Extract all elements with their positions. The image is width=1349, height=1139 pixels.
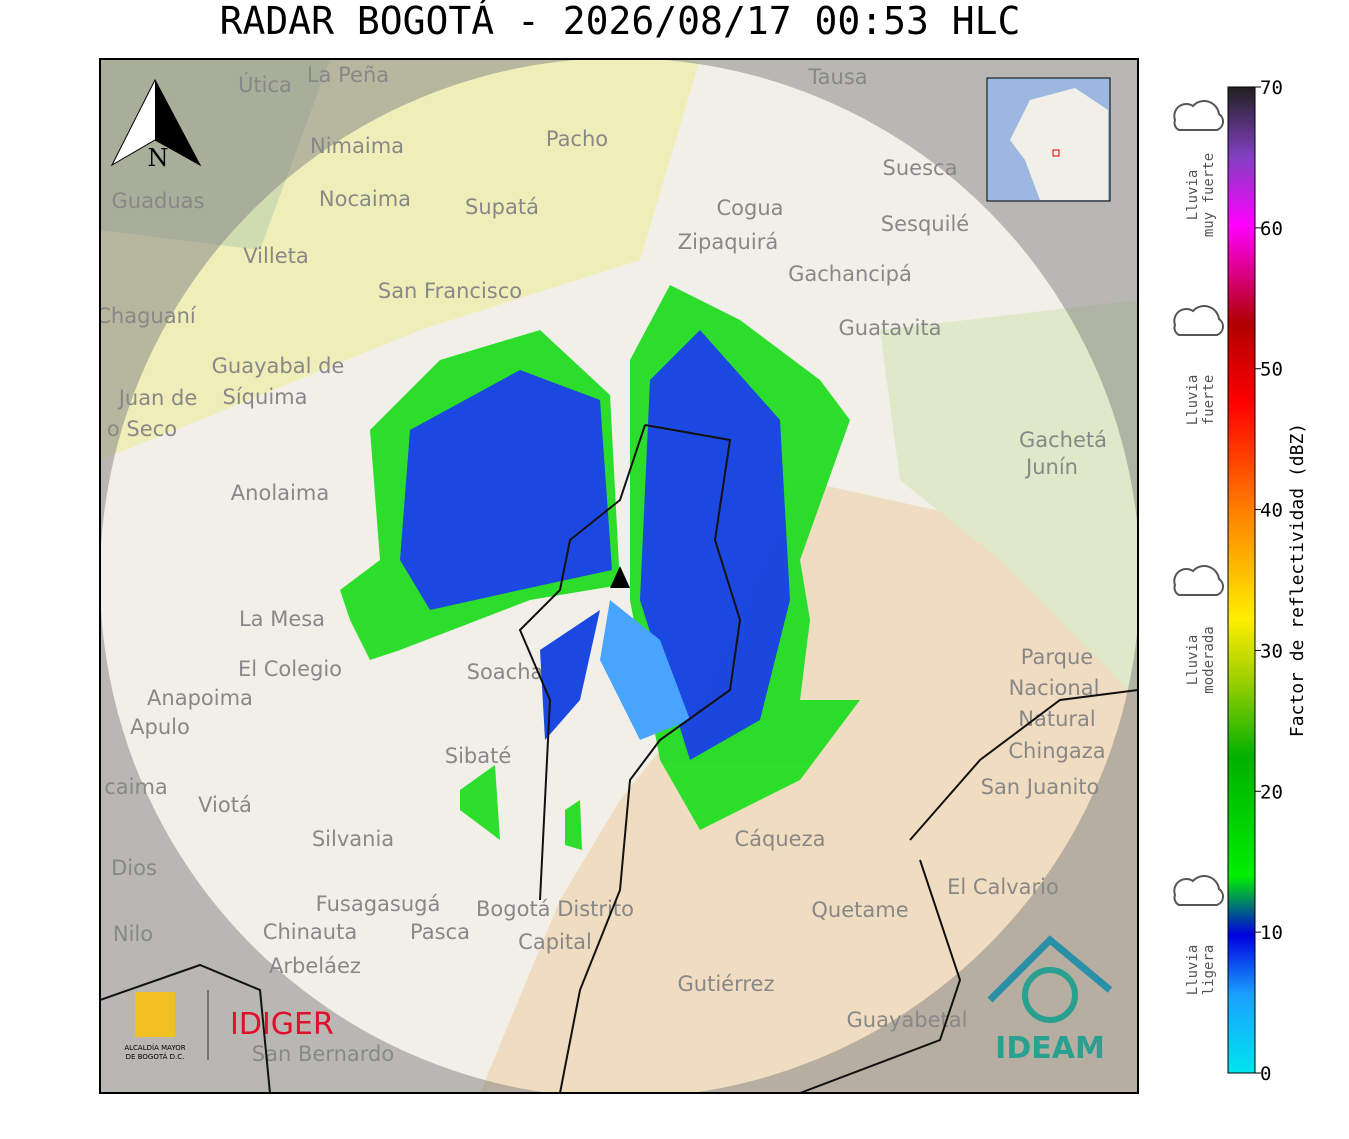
place-label: Chinauta [263, 920, 357, 944]
rain-category: muy fuerte [1201, 153, 1217, 237]
inset-land [1010, 88, 1108, 200]
place-label: Sibaté [445, 744, 512, 768]
weather-icon [1173, 565, 1224, 596]
place-label: Útica [238, 72, 292, 97]
north-arrow-half [155, 80, 200, 165]
colorbar-tick-label: 20 [1260, 781, 1283, 803]
ideam-swirl [1022, 967, 1078, 1023]
place-label: Guaduas [112, 189, 205, 213]
radar-site [610, 566, 630, 588]
north-label: N [148, 144, 169, 172]
rain-category: fuerte [1201, 375, 1217, 426]
place-label: La Mesa [239, 607, 325, 631]
place-label: Anolaima [231, 481, 329, 505]
colorbar-label: Factor de reflectividad (dBZ) [1287, 423, 1308, 737]
place-label: Anapoima [147, 686, 253, 710]
colorbar-tick-label: 70 [1260, 77, 1283, 99]
radar-echo [340, 285, 860, 850]
map: Útica La Peña Tausa Pacho Nimaima Guaduas Noca… [96, 59, 1138, 1093]
place-label: San Juanito [981, 775, 1100, 799]
place-label: Chingaza [1008, 739, 1105, 763]
place-label: Pacho [546, 127, 608, 151]
rain-category: Lluvia [1185, 635, 1201, 686]
boundary [100, 689, 1138, 1093]
alcaldia-shield [135, 992, 175, 1037]
alcaldia-text: ALCALDÍA MAYOR [124, 1043, 185, 1052]
place-label: Capital [518, 930, 592, 954]
place-label: Quetame [811, 898, 908, 922]
place-label: Sesquilé [881, 212, 969, 236]
place-label: Apulo [130, 715, 190, 739]
place-label: Natural [1018, 707, 1095, 731]
place-label: Silvania [312, 827, 394, 851]
weather-icon [1173, 305, 1224, 336]
place-label: Villeta [243, 244, 308, 268]
colorbar-tick-label: 50 [1260, 359, 1283, 381]
place-label: El Colegio [238, 657, 342, 681]
place-label: o Seco [107, 417, 177, 441]
place-label: Pasca [410, 920, 470, 944]
place-label: Supatá [465, 195, 539, 219]
colorbar-tick-label: 60 [1260, 218, 1283, 240]
region [480, 480, 1138, 1093]
place-label: Bogotá Distrito [476, 897, 634, 921]
place-label: Guayabal de [212, 354, 345, 378]
place-label: Suesca [883, 156, 958, 180]
weather-icon [1173, 100, 1224, 131]
place-label: Gachancipá [788, 262, 912, 286]
ideam-logo: IDEAM [995, 1031, 1105, 1066]
place-label: Gutiérrez [678, 972, 775, 996]
place-label: Juan de [117, 386, 198, 410]
place-label: Junín [1024, 455, 1078, 479]
rain-category: Lluvia [1185, 170, 1201, 221]
place-label: Tausa [807, 65, 867, 89]
place-label: Nocaima [319, 187, 411, 211]
idiger-logo: IDIGER [230, 1007, 334, 1042]
place-label: San Francisco [378, 279, 522, 303]
place-label: Síquima [223, 385, 308, 409]
place-label: Viotá [198, 793, 252, 817]
boundary [518, 424, 742, 1093]
region [880, 300, 1138, 700]
colorbar-tick-label: 30 [1260, 640, 1283, 662]
place-label: Dios [111, 856, 157, 880]
place-label: El Calvario [947, 875, 1059, 899]
alcaldia-text: DE BOGOTÁ D.C. [126, 1052, 185, 1061]
colorbar-tick-label: 0 [1260, 1063, 1271, 1085]
place-label: Parque [1021, 645, 1093, 669]
colorbar [1227, 86, 1256, 1074]
rain-category: Lluvia [1185, 375, 1201, 426]
map-frame [99, 58, 1139, 1094]
place-label: Zipaquirá [678, 230, 778, 254]
place-label: Arbeláez [269, 954, 361, 978]
weather-icon [1173, 875, 1224, 906]
rain-category: ligera [1201, 945, 1217, 996]
place-label: La Peña [307, 63, 389, 87]
place-label: caima [104, 775, 168, 799]
place-label: Cáqueza [735, 827, 826, 851]
place-label: Cogua [716, 196, 783, 220]
place-label: Chaguaní [96, 304, 197, 328]
colorbar-tick-label: 40 [1260, 500, 1283, 522]
title: RADAR BOGOTÁ - 2026/08/17 00:53 HLC [220, 0, 1021, 43]
place-label: Fusagasugá [316, 892, 441, 916]
colorbar-tick-label: 10 [1260, 922, 1283, 944]
rain-category: Lluvia [1185, 945, 1201, 996]
inset-marker [1052, 149, 1060, 157]
ideam-roof [987, 935, 1113, 1003]
rain-category: moderada [1201, 626, 1217, 693]
place-label: Gachetá [1019, 428, 1107, 452]
place-label: San Bernardo [252, 1042, 394, 1066]
place-label: Guatavita [839, 316, 942, 340]
place-label: Soacha [467, 660, 544, 684]
place-label: Nimaima [310, 134, 404, 158]
place-label: Nilo [113, 922, 153, 946]
